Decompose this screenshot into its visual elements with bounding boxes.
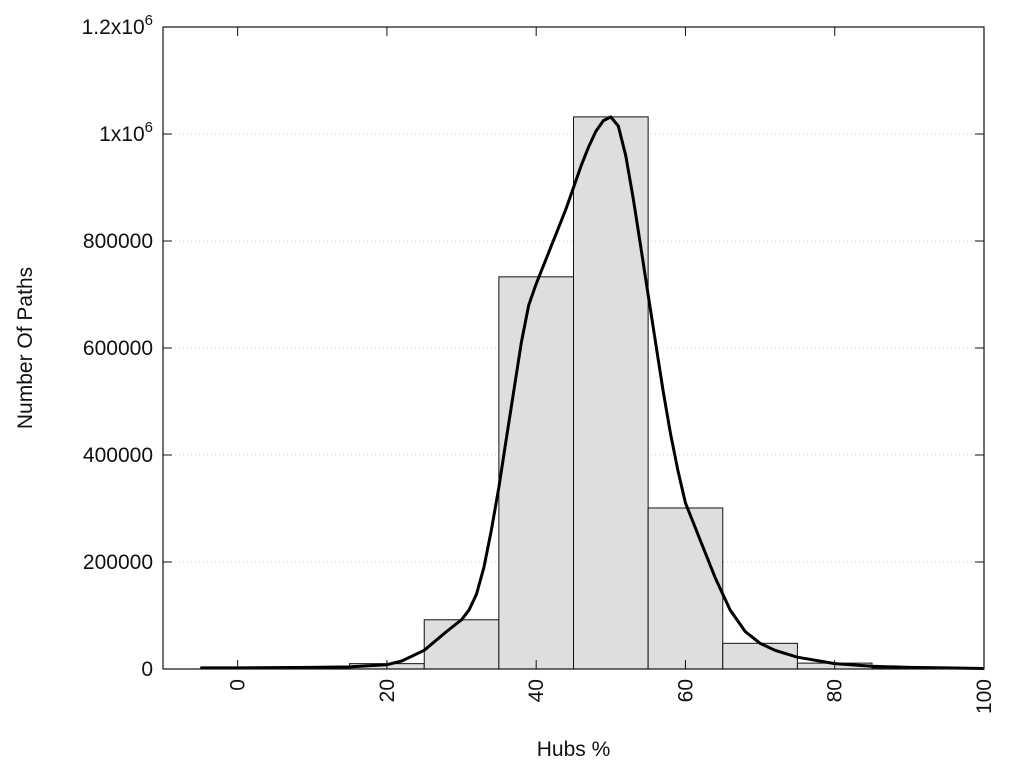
y-tick-label: 1.2x106 bbox=[82, 12, 153, 39]
y-tick-label-exponent: 6 bbox=[145, 119, 153, 136]
bars bbox=[199, 116, 948, 670]
density-curve bbox=[200, 115, 985, 670]
y-tick-label: 200000 bbox=[83, 551, 153, 574]
x-tick-label: 40 bbox=[525, 679, 548, 702]
histogram-bar bbox=[423, 619, 500, 670]
y-tick-label: 600000 bbox=[83, 337, 153, 360]
x-axis-title: Hubs % bbox=[537, 738, 611, 761]
histogram-bar bbox=[498, 276, 575, 670]
x-tick-label: 100 bbox=[973, 679, 996, 714]
y-tick-label: 1x106 bbox=[99, 119, 153, 146]
x-tick-label: 80 bbox=[824, 679, 847, 702]
y-tick-label-base: 800000 bbox=[83, 230, 153, 253]
histogram-bar bbox=[722, 642, 798, 670]
x-tick-label: 20 bbox=[376, 679, 399, 702]
x-tick-labels: 0 20 40 60 80 100 bbox=[227, 679, 996, 714]
ticks bbox=[163, 26, 985, 670]
y-tick-label-exponent: 6 bbox=[145, 12, 153, 29]
y-tick-label-base: 1x10 bbox=[99, 123, 145, 146]
histogram-bar bbox=[573, 116, 649, 670]
y-tick-label-base: 0 bbox=[141, 658, 153, 681]
x-tick-label: 60 bbox=[674, 679, 697, 702]
y-tick-label: 800000 bbox=[83, 230, 153, 253]
y-axis-title: Number Of Paths bbox=[14, 267, 37, 429]
histogram-bar bbox=[647, 507, 724, 670]
gridlines bbox=[163, 133, 984, 563]
y-tick-label-base: 1.2x10 bbox=[82, 16, 145, 39]
density-curve-layer bbox=[200, 115, 985, 670]
y-tick-label: 0 bbox=[141, 658, 153, 681]
x-tick-label: 0 bbox=[227, 679, 250, 691]
y-tick-label: 400000 bbox=[83, 444, 153, 467]
y-tick-label-base: 200000 bbox=[83, 551, 153, 574]
y-tick-label-base: 400000 bbox=[83, 444, 153, 467]
y-tick-label-base: 600000 bbox=[83, 337, 153, 360]
